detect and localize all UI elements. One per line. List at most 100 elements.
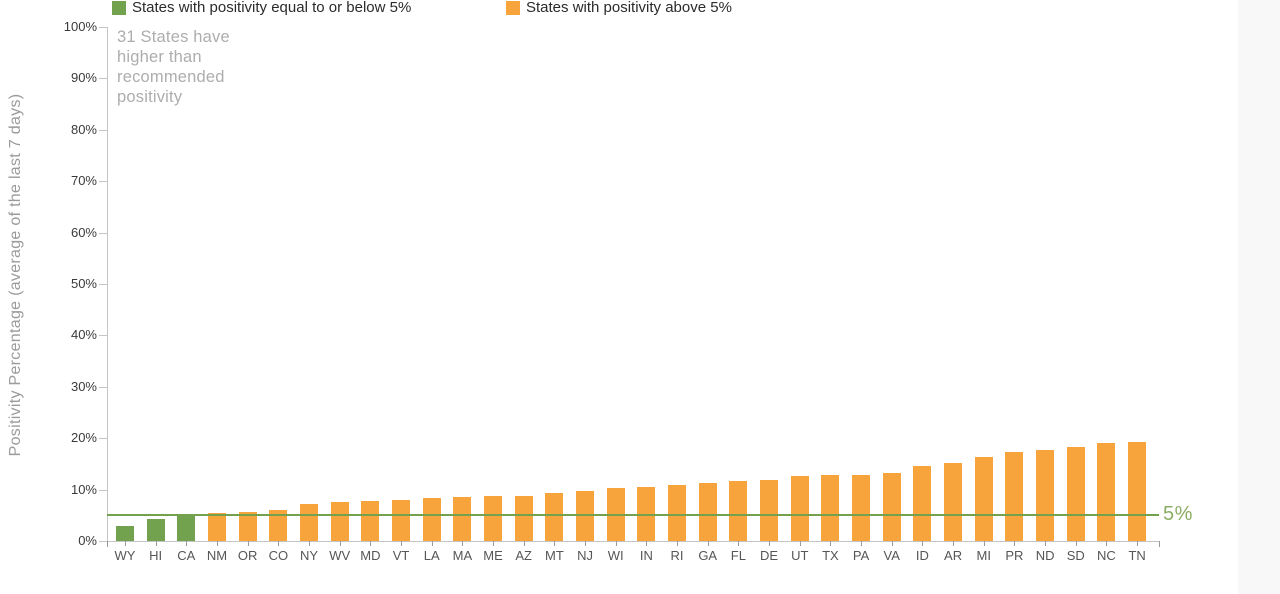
x-tick-mark xyxy=(707,541,709,546)
x-tick-mark xyxy=(309,541,311,546)
y-tick-mark xyxy=(99,438,107,440)
bar-or[interactable] xyxy=(238,512,257,541)
bar-vt[interactable] xyxy=(392,499,411,541)
x-category-label-nj: NJ xyxy=(577,548,593,563)
bar-ut[interactable] xyxy=(790,476,809,541)
bar-wv[interactable] xyxy=(330,502,349,541)
bar-tn[interactable] xyxy=(1128,441,1147,541)
x-category-label-nm: NM xyxy=(206,548,228,563)
y-tick-mark xyxy=(99,27,107,28)
x-category-label-ri: RI xyxy=(670,548,684,563)
bar-tx[interactable] xyxy=(821,475,840,541)
x-tick-mark xyxy=(677,541,679,546)
y-tick-mark xyxy=(99,129,107,131)
bar-az[interactable] xyxy=(514,495,533,541)
bar-pr[interactable] xyxy=(1005,451,1024,541)
x-category-label-or: OR xyxy=(237,548,258,563)
page-background-strip xyxy=(1238,0,1280,594)
x-tick-mark xyxy=(523,541,525,546)
y-tick-mark xyxy=(99,78,107,80)
x-category-label-ar: AR xyxy=(944,548,963,563)
x-category-label-pa: PA xyxy=(852,548,870,563)
x-category-label-ma: MA xyxy=(452,548,473,563)
bar-pa[interactable] xyxy=(852,474,871,541)
bar-in[interactable] xyxy=(637,487,656,541)
legend-item-above-5: States with positivity above 5% xyxy=(506,0,732,15)
x-tick-mark xyxy=(247,541,249,546)
threshold-line-5pct xyxy=(107,514,1159,517)
bar-ca[interactable] xyxy=(177,515,196,541)
y-tick-label: 70% xyxy=(70,173,97,189)
y-tick-mark xyxy=(99,284,107,285)
y-tick-label: 90% xyxy=(70,70,97,86)
x-tick-mark xyxy=(799,541,801,546)
x-category-label-ut: UT xyxy=(791,548,809,563)
bar-sd[interactable] xyxy=(1066,447,1085,541)
bar-fl[interactable] xyxy=(729,480,748,541)
x-tick-mark xyxy=(1045,541,1047,546)
x-tick-mark xyxy=(431,541,433,546)
bar-de[interactable] xyxy=(760,480,779,541)
bar-ma[interactable] xyxy=(453,496,472,541)
x-category-label-de: DE xyxy=(760,548,779,563)
bar-ny[interactable] xyxy=(300,503,319,541)
legend-swatch-orange-icon xyxy=(506,0,520,15)
y-tick-label: 60% xyxy=(70,224,97,240)
y-tick-mark xyxy=(99,335,107,337)
y-tick-label: 30% xyxy=(70,378,97,394)
x-category-label-pr: PR xyxy=(1005,548,1024,563)
legend-swatch-green-icon xyxy=(112,0,126,15)
x-tick-mark xyxy=(186,541,188,546)
bar-mi[interactable] xyxy=(974,456,993,541)
x-tick-mark xyxy=(615,541,617,546)
bar-wy[interactable] xyxy=(116,526,134,541)
bar-va[interactable] xyxy=(882,473,901,541)
x-category-label-mt: MT xyxy=(544,548,564,563)
x-tick-mark xyxy=(462,541,464,546)
bar-la[interactable] xyxy=(422,498,441,541)
y-tick-label: 80% xyxy=(70,121,97,137)
bar-md[interactable] xyxy=(361,501,380,541)
x-tick-mark xyxy=(585,541,587,546)
x-tick-mark xyxy=(646,541,648,546)
x-tick-mark xyxy=(1075,541,1077,546)
bar-hi[interactable] xyxy=(146,518,165,541)
x-tick-mark xyxy=(891,541,893,546)
bar-id[interactable] xyxy=(913,465,932,541)
legend-label-above-5: States with positivity above 5% xyxy=(526,0,732,16)
x-tick-mark xyxy=(554,541,556,546)
x-axis-line xyxy=(107,541,1159,542)
x-category-label-nc: NC xyxy=(1097,548,1116,563)
bar-nd[interactable] xyxy=(1036,450,1055,541)
x-category-label-sd: SD xyxy=(1066,548,1085,563)
bar-ga[interactable] xyxy=(698,483,717,541)
x-tick-mark xyxy=(217,541,218,546)
x-axis-end-tick xyxy=(107,541,108,547)
y-tick-label: 40% xyxy=(70,327,97,343)
x-category-label-tn: TN xyxy=(1128,548,1146,563)
x-tick-mark xyxy=(370,541,372,546)
y-tick-mark xyxy=(99,181,107,183)
x-tick-mark xyxy=(922,541,924,546)
x-tick-mark xyxy=(278,541,280,546)
bar-co[interactable] xyxy=(269,510,288,541)
x-category-label-az: AZ xyxy=(515,548,533,563)
legend-item-at-or-below-5: States with positivity equal to or below… xyxy=(112,0,411,15)
x-tick-mark xyxy=(401,541,403,546)
y-tick-label: 100% xyxy=(63,19,97,34)
bar-ar[interactable] xyxy=(944,462,963,541)
bar-mt[interactable] xyxy=(545,492,564,541)
y-tick-mark xyxy=(99,489,107,491)
bar-nm[interactable] xyxy=(208,513,226,541)
x-tick-mark xyxy=(769,541,771,546)
x-category-label-nd: ND xyxy=(1035,548,1055,563)
bar-ri[interactable] xyxy=(668,484,687,541)
bar-nc[interactable] xyxy=(1097,443,1116,541)
x-category-label-tx: TX xyxy=(822,548,839,563)
bar-me[interactable] xyxy=(484,496,503,541)
x-category-label-ny: NY xyxy=(299,548,319,563)
y-tick-mark xyxy=(99,232,107,234)
x-axis-end-tick xyxy=(1159,541,1160,547)
